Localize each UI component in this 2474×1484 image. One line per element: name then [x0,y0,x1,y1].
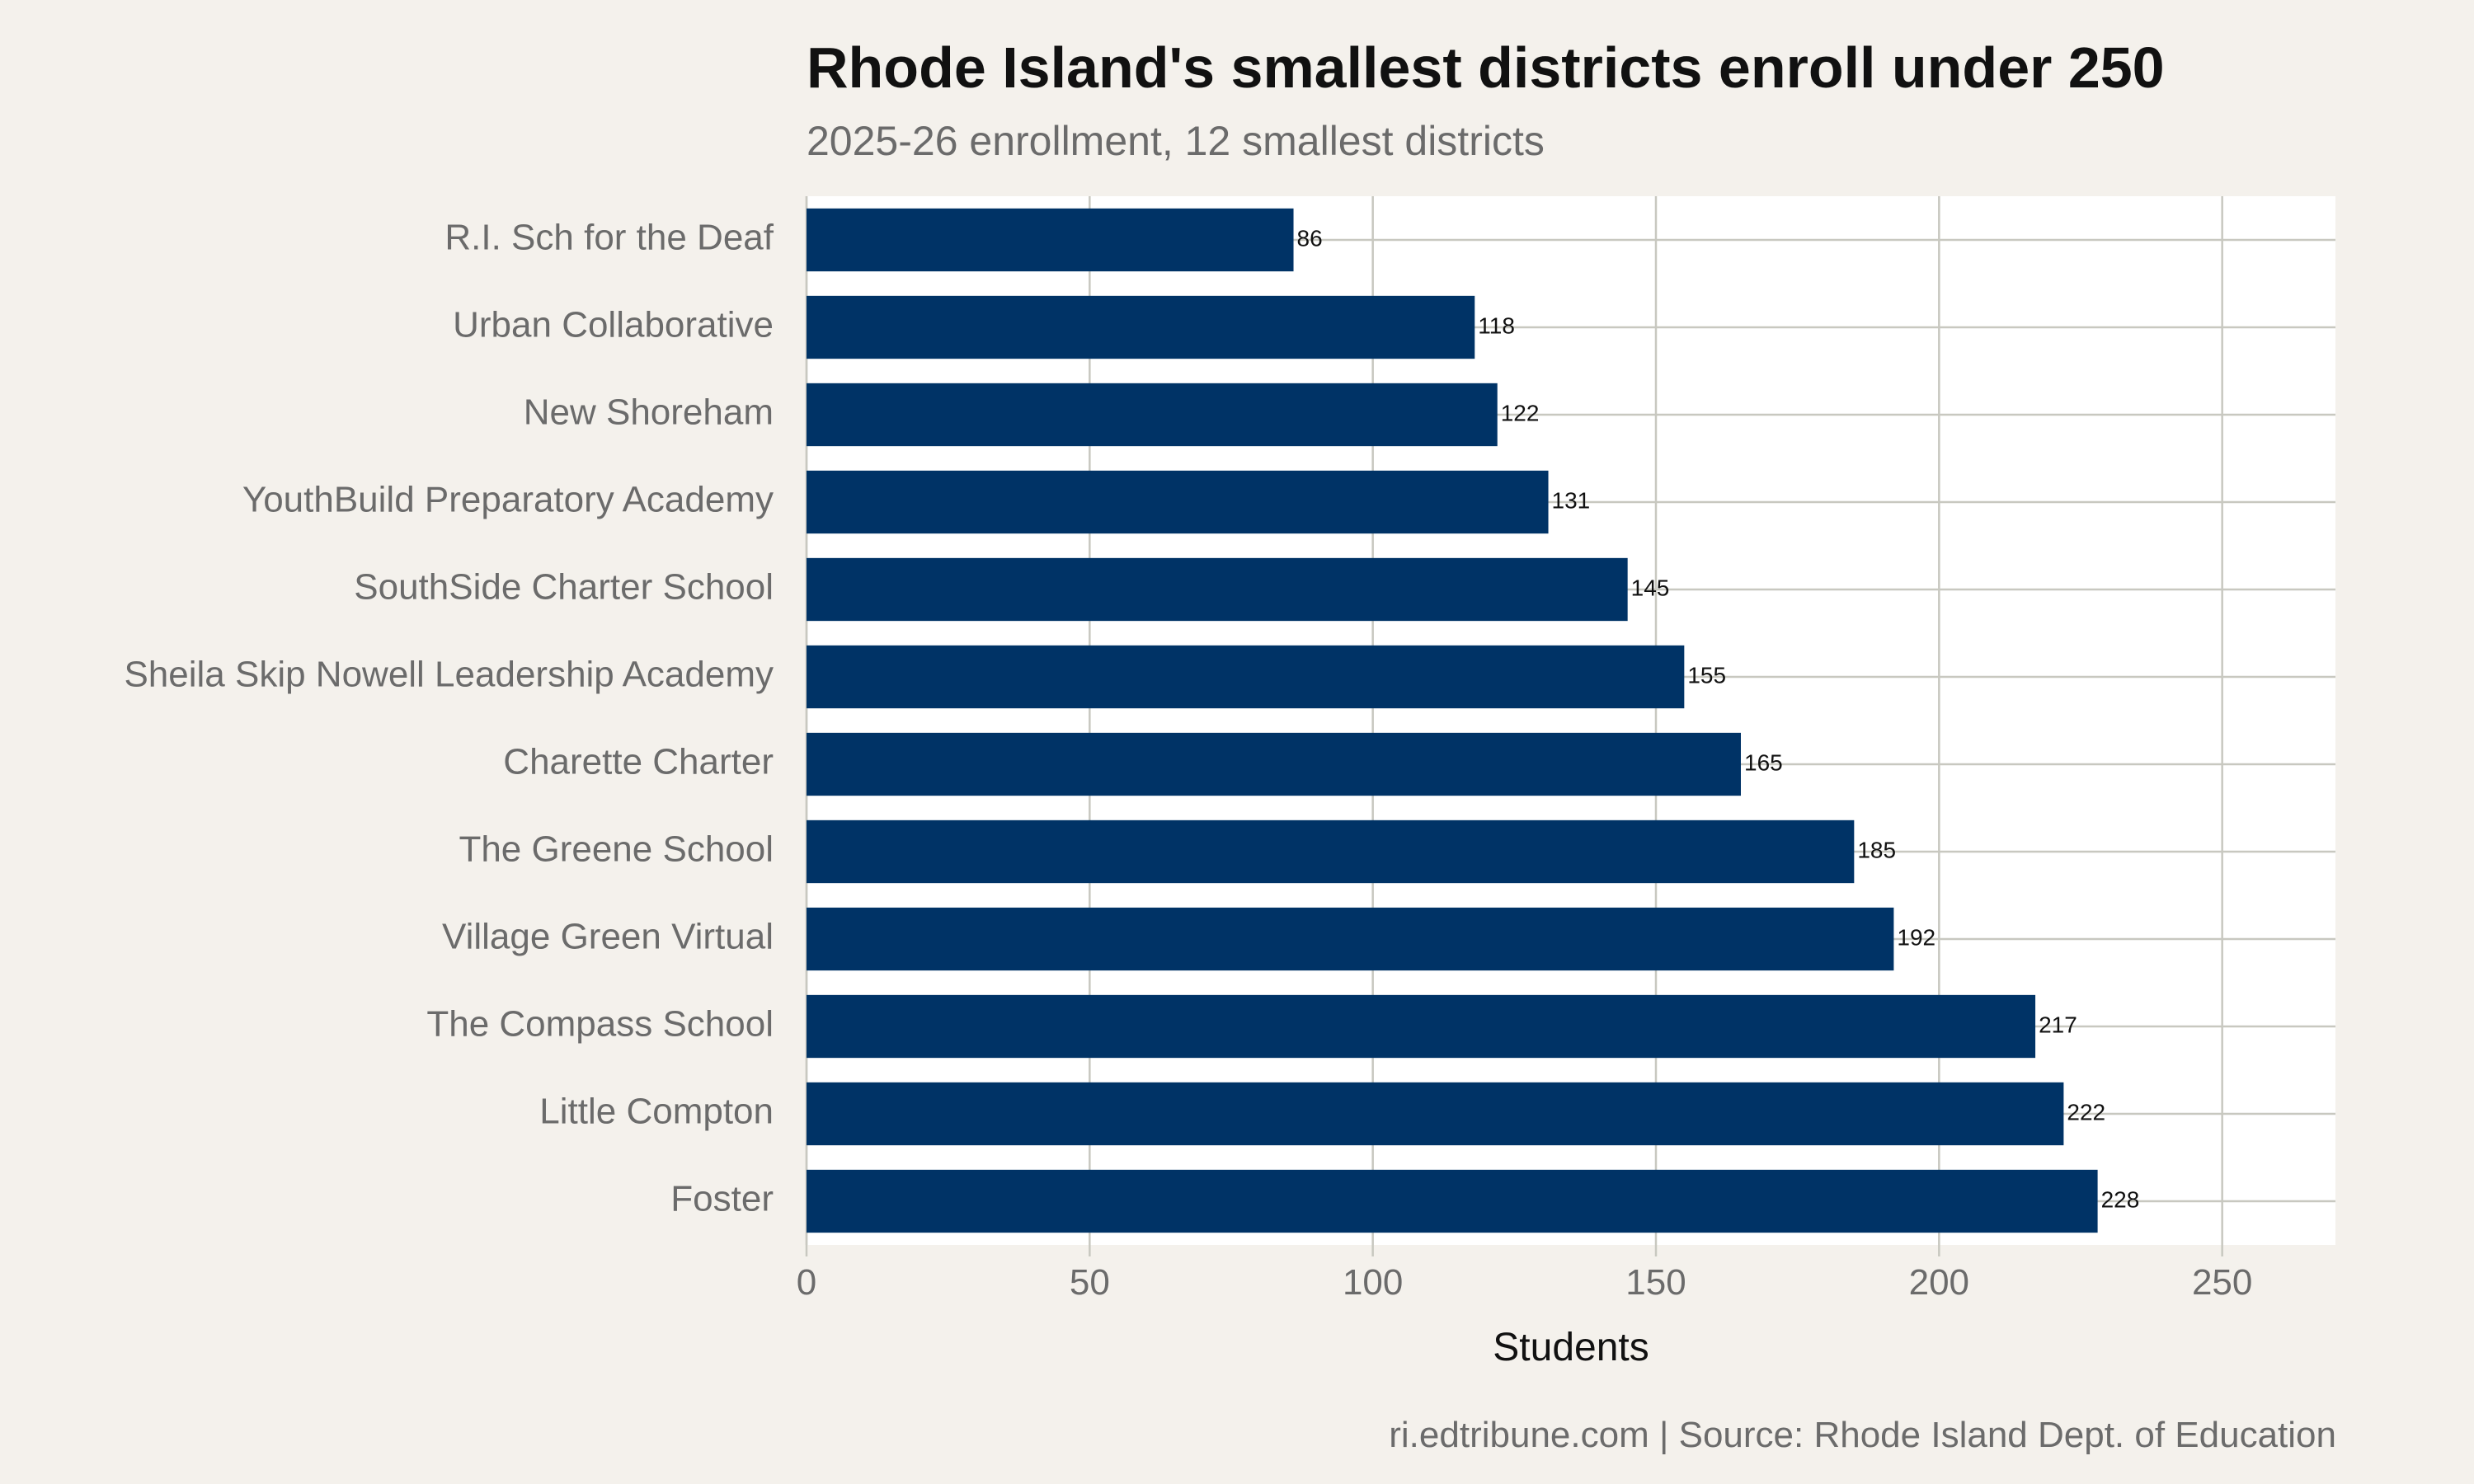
chart-subtitle: 2025-26 enrollment, 12 smallest district… [807,118,1545,164]
bar [807,907,1894,971]
x-axis-title: Students [1493,1326,1649,1369]
bar [807,1169,2098,1233]
category-label: Village Green Virtual [442,917,774,957]
data-label: 222 [2067,1099,2105,1125]
category-label: Urban Collaborative [453,305,774,345]
bars [807,208,2098,1233]
category-label: Foster [670,1179,774,1219]
bar [807,557,1628,622]
data-label: 165 [1744,749,1783,775]
bar [807,383,1498,447]
x-tick-label: 150 [1625,1262,1686,1303]
category-label: SouthSide Charter School [354,567,774,608]
bar [807,819,1855,884]
chart-caption: ri.edtribune.com | Source: Rhode Island … [1389,1415,2336,1455]
category-label: New Shoreham [524,392,774,433]
category-label: Sheila Skip Nowell Leadership Academy [124,655,774,695]
bar [807,1082,2064,1146]
x-tick-label: 200 [1909,1262,1969,1303]
bar [807,732,1741,796]
bar [807,295,1475,359]
bar [807,994,2036,1059]
chart-title: Rhode Island's smallest districts enroll… [807,35,2165,100]
data-labels: 86 118 122 131 145 155 165 185 192 217 222 228 [1297,225,2140,1212]
data-label: 185 [1857,837,1896,862]
category-labels: R.I. Sch for the Deaf Urban Collaborative… [124,218,774,1219]
x-tick-label: 0 [797,1262,816,1303]
data-label: 86 [1297,225,1323,251]
category-label: YouthBuild Preparatory Academy [242,480,774,520]
bar [807,645,1685,709]
x-axis-ticks: 0 50 100 150 200 250 [797,1245,2252,1303]
data-label: 145 [1631,575,1670,600]
x-tick-label: 50 [1070,1262,1110,1303]
data-label: 122 [1501,400,1540,425]
bar [807,470,1549,534]
data-label: 118 [1478,312,1515,338]
category-label: The Compass School [426,1004,774,1045]
plot-panel [807,196,2335,1245]
x-tick-label: 250 [2192,1262,2252,1303]
bar [807,208,1294,272]
data-label: 155 [1687,662,1726,688]
category-label: Charette Charter [503,742,774,782]
data-label: 217 [2039,1012,2077,1037]
data-label: 131 [1552,487,1591,513]
category-label: R.I. Sch for the Deaf [444,218,774,258]
category-label: Little Compton [539,1092,774,1132]
category-label: The Greene School [459,829,774,870]
data-label: 192 [1897,924,1935,950]
data-label: 228 [2101,1186,2140,1212]
x-tick-label: 100 [1343,1262,1403,1303]
